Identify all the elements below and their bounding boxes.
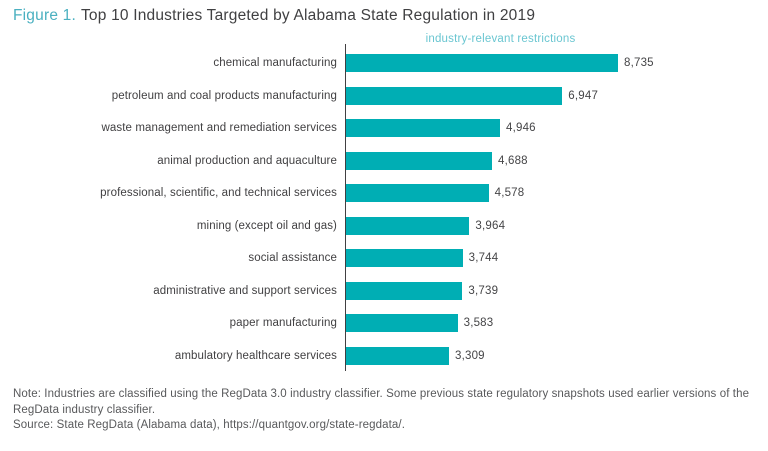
bar [346,281,463,300]
chart-row: chemical manufacturing 8,735 [0,47,768,80]
note-text: Note: Industries are classified using th… [13,388,750,416]
bar [346,346,449,365]
category-label: mining (except oil and gas) [196,219,337,232]
value-label: 6,947 [568,89,599,102]
bar [346,184,489,203]
figure-title-text: Top 10 Industries Targeted by Alabama St… [80,7,536,24]
figure-title: Figure 1. Top 10 Industries Targeted by A… [13,7,535,25]
bar [346,249,463,268]
category-label: chemical manufacturing [213,57,337,70]
chart-row: petroleum and coal products manufacturin… [0,80,768,113]
bar [346,151,492,170]
footnotes: Note: Industries are classified using th… [13,387,761,434]
chart-row: animal production and aquaculture 4,688 [0,145,768,178]
value-label: 3,309 [455,349,485,362]
bar [346,216,470,235]
category-label: administrative and support services [153,284,337,297]
bar [346,119,500,138]
y-axis-line [344,44,346,371]
series-label: industry-relevant restrictions [425,33,576,45]
category-label: ambulatory healthcare services [174,349,337,362]
category-label: animal production and aquaculture [157,154,337,167]
chart-row: paper manufacturing 3,583 [0,307,768,340]
bar [346,86,563,105]
category-label: petroleum and coal products manufacturin… [111,89,337,102]
category-label: professional, scientific, and technical … [100,187,337,200]
value-label: 3,744 [468,252,499,265]
chart-rows: chemical manufacturing 8,735 petroleum and… [0,47,768,372]
source-text: Source: State RegData (Alabama data), ht… [13,419,406,431]
chart-row: administrative and support services 3,739 [0,275,768,308]
value-label: 4,946 [506,122,536,135]
category-label: paper manufacturing [229,317,337,330]
chart-row: professional, scientific, and technical … [0,177,768,210]
figure-number-label: Figure 1. [13,7,76,24]
category-label: waste management and remediation service… [101,122,337,135]
chart-row: mining (except oil and gas) 3,964 [0,210,768,243]
value-label: 3,583 [463,317,494,330]
category-label: social assistance [248,252,337,265]
chart-row: ambulatory healthcare services 3,309 [0,340,768,373]
value-label: 4,578 [494,187,525,200]
value-label: 4,688 [498,154,528,167]
chart-row: social assistance 3,744 [0,242,768,275]
value-label: 3,964 [475,219,506,232]
chart-row: waste management and remediation service… [0,112,768,145]
value-label: 3,739 [468,284,499,297]
value-label: 8,735 [624,57,654,70]
bar [346,54,618,73]
bar [346,314,458,333]
